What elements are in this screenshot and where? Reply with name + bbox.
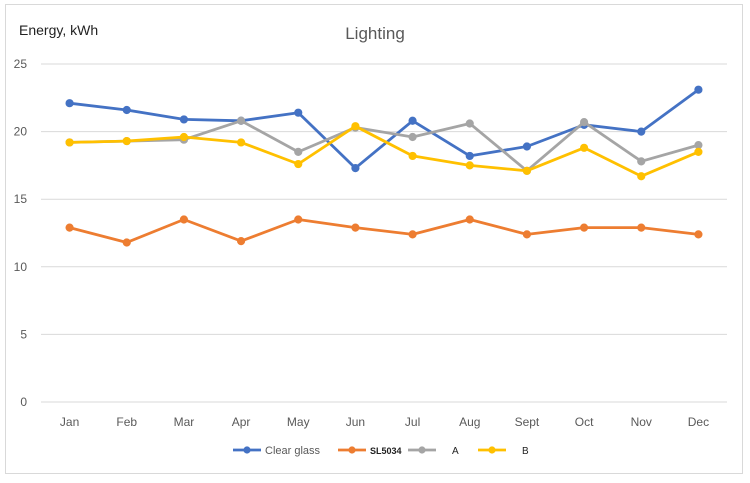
data-point	[637, 172, 646, 181]
data-point	[694, 147, 703, 156]
data-point	[465, 151, 474, 161]
data-point	[179, 115, 189, 124]
data-point	[465, 215, 474, 224]
x-tick-label: Oct	[575, 415, 594, 429]
data-point	[637, 157, 646, 166]
data-point	[579, 143, 589, 152]
legend-label: B	[522, 446, 529, 457]
data-point	[65, 99, 74, 108]
legend-marker-3	[488, 446, 496, 454]
legend-label: Clear glass	[265, 445, 321, 457]
data-point	[65, 223, 74, 232]
data-point	[179, 132, 189, 142]
y-tick-label: 5	[20, 327, 27, 341]
series-line-3	[68, 124, 700, 178]
data-point	[522, 142, 532, 151]
x-tick-label: Apr	[232, 415, 251, 429]
data-point	[351, 223, 360, 232]
y-axis-title: Energy, kWh	[19, 22, 99, 38]
data-point	[408, 151, 417, 161]
legend-marker-2	[418, 446, 426, 454]
series-line-1	[68, 218, 700, 244]
data-point	[408, 230, 417, 239]
data-point	[236, 116, 246, 125]
data-point	[65, 138, 74, 147]
x-tick-label: Jun	[346, 415, 365, 429]
x-tick-label: Jul	[405, 415, 420, 429]
x-tick-label: Mar	[174, 415, 195, 429]
x-tick-label: Jan	[60, 415, 79, 429]
data-point	[179, 215, 189, 224]
x-tick-label: Aug	[459, 415, 480, 429]
data-point	[408, 116, 417, 125]
data-point	[236, 138, 246, 147]
data-point	[694, 230, 703, 239]
data-point	[294, 215, 303, 224]
data-point	[522, 166, 532, 175]
y-tick-label: 15	[14, 192, 28, 206]
data-point	[294, 147, 303, 156]
data-point	[122, 238, 131, 247]
x-tick-label: Dec	[688, 415, 709, 429]
x-tick-label: Sept	[515, 415, 540, 429]
data-point	[408, 132, 417, 142]
legend-marker-1	[348, 446, 356, 454]
data-point	[122, 105, 131, 115]
legend-marker-0	[243, 446, 251, 454]
y-tick-label: 10	[14, 260, 28, 274]
data-point	[694, 85, 703, 94]
data-point	[465, 161, 474, 170]
chart-title: Lighting	[345, 24, 405, 43]
y-tick-label: 20	[14, 125, 28, 139]
data-point	[694, 141, 703, 150]
data-point	[122, 136, 131, 146]
series-line-2	[68, 119, 700, 173]
series-line-0	[68, 88, 700, 170]
data-point	[522, 230, 532, 239]
data-point	[236, 237, 246, 246]
x-tick-label: Nov	[631, 415, 652, 429]
data-point	[294, 159, 303, 169]
x-tick-label: Feb	[116, 415, 137, 429]
data-point	[637, 127, 646, 136]
data-point	[637, 223, 646, 232]
y-tick-label: 0	[20, 395, 27, 409]
data-point	[294, 108, 303, 117]
data-point	[351, 122, 360, 131]
legend-label: A	[452, 446, 459, 457]
y-tick-label: 25	[14, 57, 28, 71]
data-point	[465, 119, 474, 128]
x-tick-label: May	[287, 415, 310, 429]
data-point	[579, 223, 589, 232]
data-point	[579, 118, 589, 127]
legend-label: SL5034	[370, 446, 402, 456]
data-point	[351, 164, 360, 173]
